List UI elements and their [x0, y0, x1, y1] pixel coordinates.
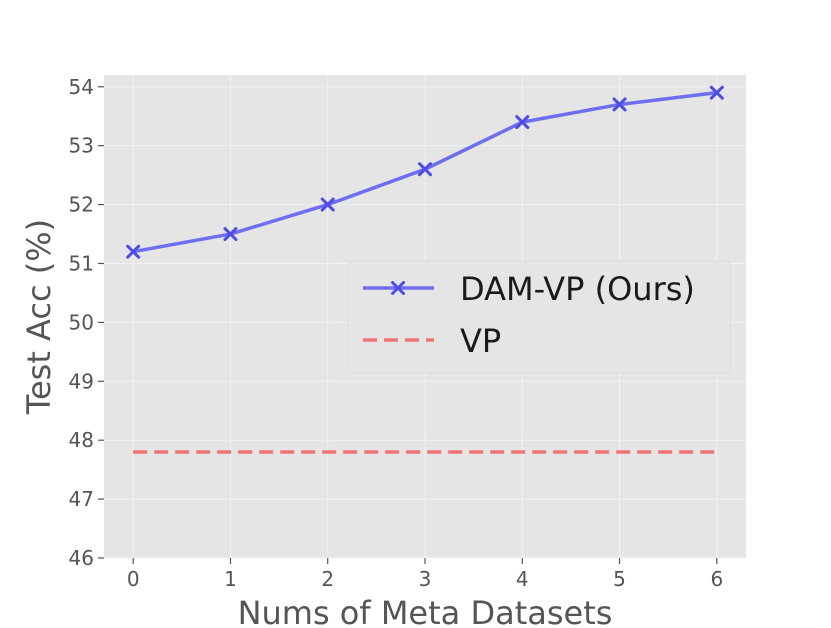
y-axis-ticks: 46 47 48 49 50 51 52 53 54 [69, 75, 104, 570]
marker-stroke [612, 97, 627, 112]
grid-lines [104, 75, 746, 559]
legend-items: DAM-VP (Ours) VP [363, 270, 695, 360]
legend-label: DAM-VP (Ours) [460, 270, 695, 308]
x-tick-label: 3 [419, 567, 432, 591]
x-tick-label: 4 [516, 567, 529, 591]
legend: DAM-VP (Ours) VP [347, 260, 731, 374]
data-point-marker [709, 85, 724, 100]
data-point-marker [223, 227, 238, 242]
legend-label: VP [460, 322, 501, 360]
x-tick-label: 2 [321, 567, 334, 591]
data-point-marker [418, 162, 432, 177]
y-tick-label: 54 [69, 75, 94, 99]
y-tick-label: 46 [69, 546, 94, 570]
marker-stroke [391, 281, 405, 295]
marker-stroke [320, 197, 335, 212]
x-tick-label: 0 [127, 567, 140, 591]
y-tick-label: 48 [69, 428, 94, 452]
x-axis-ticks: 0 1 2 3 4 5 6 [127, 558, 723, 591]
data-point-marker [612, 97, 627, 112]
data-point-marker [126, 244, 141, 259]
y-tick-label: 51 [69, 251, 94, 275]
legend-item: VP [363, 322, 501, 360]
legend-item: DAM-VP (Ours) [363, 270, 695, 308]
y-tick-label: 49 [69, 369, 94, 393]
data-point-marker [320, 197, 335, 212]
x-tick-label: 5 [613, 567, 626, 591]
data-point-marker [515, 115, 530, 130]
y-axis-title: Test Acc (%) [20, 219, 58, 415]
marker-stroke [515, 115, 530, 130]
series-layer [126, 85, 724, 454]
marker-stroke [709, 85, 724, 100]
legend-marker [391, 281, 405, 295]
x-axis-title: Nums of Meta Datasets [238, 594, 613, 628]
marker-stroke [223, 227, 238, 242]
y-tick-label: 53 [69, 134, 94, 158]
x-tick-label: 1 [224, 567, 237, 591]
y-tick-label: 52 [69, 193, 94, 217]
y-tick-label: 47 [69, 487, 94, 511]
marker-stroke [418, 162, 432, 177]
y-tick-label: 50 [69, 310, 94, 334]
marker-stroke [126, 244, 141, 259]
legend-box [347, 260, 731, 374]
x-tick-label: 6 [710, 567, 723, 591]
